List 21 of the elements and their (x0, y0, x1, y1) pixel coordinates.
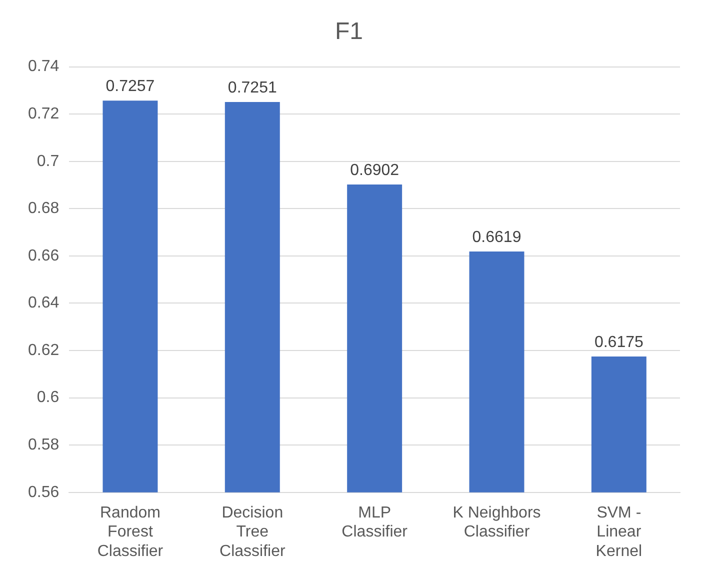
data-label: 0.7257 (106, 78, 155, 96)
x-tick-label: MLP Classifier (342, 504, 408, 541)
y-tick-label: 0.68 (28, 200, 60, 218)
y-tick-label: 0.62 (28, 342, 60, 359)
data-label: 0.6619 (472, 228, 522, 246)
y-tick-label: 0.66 (28, 247, 60, 264)
y-tick-label: 0.6 (36, 389, 60, 406)
data-label: 0.7251 (228, 79, 277, 96)
x-tick-label: Random Forest Classifier (97, 504, 164, 560)
y-tick-label: 0.64 (28, 294, 60, 312)
y-tick-label: 0.56 (28, 484, 60, 501)
y-tick-label: 0.7 (36, 152, 60, 170)
data-label: 0.6902 (350, 162, 400, 179)
y-tick-label: 0.74 (28, 58, 60, 76)
x-tick-label: Decision Tree Classifier (220, 504, 286, 560)
x-tick-label: K Neighbors Classifier (452, 504, 541, 541)
y-tick-label: 0.58 (28, 436, 60, 454)
chart-title: F1 (334, 18, 364, 46)
y-tick-label: 0.72 (28, 105, 60, 122)
x-tick-label: SVM - Linear Kernel (596, 504, 642, 560)
data-label: 0.6175 (594, 334, 644, 351)
